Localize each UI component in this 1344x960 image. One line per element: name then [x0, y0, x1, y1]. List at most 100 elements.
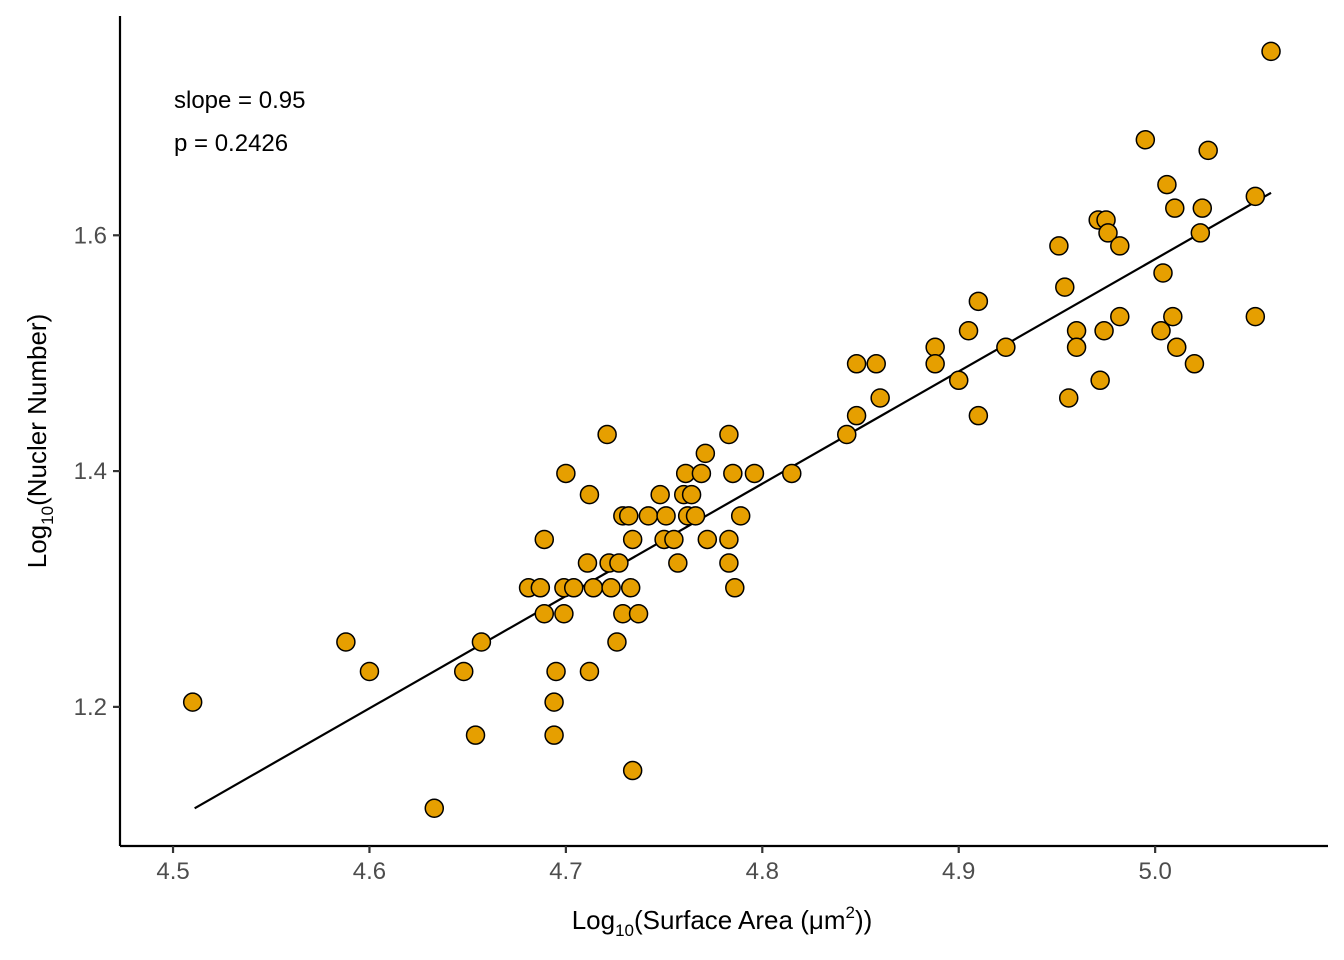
data-point: [1167, 337, 1187, 358]
data-point: [622, 760, 643, 781]
data-point: [544, 725, 564, 745]
data-point: [719, 529, 739, 550]
data-point: [996, 337, 1016, 358]
regression-line: [194, 191, 1272, 810]
data-point: [182, 692, 203, 712]
data-point: [1153, 263, 1173, 283]
data-point: [730, 506, 751, 526]
data-point: [534, 603, 555, 624]
data-point: [622, 529, 643, 550]
data-point: [782, 463, 802, 484]
data-point: [1055, 277, 1075, 297]
points-layer: [182, 41, 1281, 819]
data-point: [544, 692, 564, 712]
data-point: [465, 725, 486, 745]
data-point: [453, 661, 474, 682]
data-point: [723, 463, 743, 484]
data-point: [618, 506, 639, 526]
data-point: [579, 661, 600, 682]
data-point: [1151, 321, 1171, 341]
x-tick-label: 5.0: [1138, 858, 1171, 885]
data-point: [1090, 370, 1110, 391]
data-point: [563, 578, 584, 598]
data-point: [534, 529, 555, 550]
data-point: [1190, 223, 1211, 243]
data-point: [691, 463, 712, 484]
data-point: [1049, 236, 1069, 256]
data-point: [668, 553, 688, 573]
y-tick-label: 1.2: [74, 694, 107, 721]
data-point: [695, 443, 716, 464]
y-axis-ticks: 1.2 1.4 1.6: [74, 222, 120, 721]
data-point: [336, 632, 356, 652]
x-tick-label: 4.9: [942, 858, 975, 885]
data-point: [638, 506, 659, 526]
y-tick-label: 1.4: [74, 458, 107, 485]
data-point: [744, 463, 765, 484]
data-point: [530, 578, 551, 598]
data-point: [579, 484, 600, 505]
x-axis-ticks: 4.5 4.6 4.7 4.8 4.9 5.0: [156, 846, 1172, 885]
data-point: [597, 424, 617, 445]
data-point: [1245, 306, 1266, 327]
data-point: [958, 321, 979, 341]
data-point: [1066, 337, 1087, 358]
data-point: [601, 578, 621, 598]
data-point: [1110, 236, 1130, 256]
data-point: [948, 370, 969, 391]
data-point: [1066, 321, 1087, 341]
data-point: [719, 553, 739, 573]
data-point: [866, 354, 886, 374]
slope-annotation: slope = 0.95: [174, 87, 305, 114]
data-point: [546, 661, 566, 682]
data-point: [1192, 198, 1213, 218]
data-point: [968, 405, 989, 426]
x-axis-title: Log10(Surface Area (μm2)): [572, 903, 873, 940]
data-point: [1135, 130, 1156, 150]
data-point: [1157, 174, 1177, 195]
data-point: [681, 484, 702, 505]
data-point: [620, 578, 641, 598]
data-point: [424, 798, 445, 819]
data-point: [664, 529, 684, 550]
data-point: [837, 424, 857, 445]
data-point: [925, 337, 945, 358]
data-point: [1110, 306, 1130, 327]
data-point: [1098, 223, 1118, 243]
data-point: [628, 603, 649, 624]
data-point: [685, 506, 706, 526]
data-point: [583, 578, 604, 598]
data-point: [846, 354, 867, 374]
data-point: [925, 354, 945, 374]
x-tick-label: 4.7: [549, 858, 582, 885]
x-tick-label: 4.5: [156, 858, 189, 885]
data-point: [968, 291, 989, 312]
fit-line-layer: [194, 191, 1272, 810]
y-tick-label: 1.6: [74, 222, 107, 249]
data-point: [870, 388, 890, 408]
data-point: [1163, 306, 1183, 327]
data-point: [1198, 140, 1218, 161]
data-point: [1058, 388, 1079, 408]
data-point: [725, 578, 745, 598]
data-point: [846, 405, 867, 426]
data-point: [1165, 198, 1185, 218]
data-point: [650, 484, 670, 505]
data-point: [607, 632, 627, 652]
data-point: [554, 603, 574, 624]
data-point: [556, 463, 576, 484]
data-point: [577, 553, 598, 573]
data-point: [1094, 321, 1114, 341]
data-point: [656, 506, 676, 526]
data-point: [719, 424, 739, 445]
data-point: [471, 632, 492, 652]
data-point: [1184, 354, 1205, 374]
data-point: [1261, 41, 1281, 62]
x-tick-label: 4.6: [353, 858, 386, 885]
x-tick-label: 4.8: [746, 858, 779, 885]
data-point: [1245, 186, 1266, 207]
data-point: [609, 553, 629, 573]
data-point: [697, 529, 718, 550]
data-point: [359, 661, 380, 682]
